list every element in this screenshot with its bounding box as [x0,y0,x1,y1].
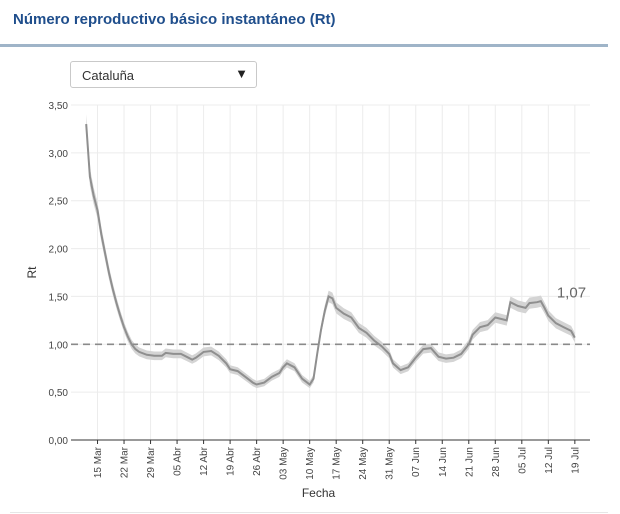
y-axis-ticks: 0,00 0,50 1,00 1,50 2,00 2,50 3,00 3,50 [49,101,69,447]
last-value-label: 1,07 [557,285,586,302]
x-tick-label: 03 May [279,447,290,480]
x-tick-label: 15 Mar [93,446,104,478]
page-title: Número reproductivo básico instantáneo (… [13,11,336,28]
x-tick-label: 17 May [332,447,343,480]
x-tick-label: 14 Jun [438,447,449,477]
y-tick-label: 1,00 [49,340,69,351]
region-select[interactable]: Cataluña ▼ [70,61,257,88]
x-tick-label: 31 May [385,447,396,480]
x-tick-label: 26 Abr [252,446,263,476]
x-tick-label: 21 Jun [464,447,475,477]
x-tick-label: 19 Jul [570,447,581,474]
x-tick-label: 12 Abr [199,446,210,476]
y-tick-label: 2,00 [49,245,69,256]
rt-series-line [85,124,576,386]
x-tick-label: 22 Mar [120,446,131,478]
y-tick-label: 3,00 [49,149,69,160]
x-tick-label: 24 May [358,447,369,480]
y-tick-label: 0,00 [49,436,69,447]
page-header: Número reproductivo básico instantáneo (… [0,0,608,47]
x-tick-label: 28 Jun [491,447,502,477]
chevron-down-icon: ▼ [235,66,248,81]
x-axis-title: Fecha [302,486,336,500]
x-tick-label: 05 Jul [517,447,528,474]
x-tick-label: 19 Abr [226,446,237,476]
chart-grid [71,104,590,441]
y-tick-label: 0,50 [49,388,69,399]
rt-confidence-band [86,114,575,389]
x-tick-label: 29 Mar [146,446,157,478]
x-tick-label: 07 Jun [411,447,422,477]
footer-divider [10,512,608,513]
x-tick-label: 10 May [305,447,316,480]
region-select-value: Cataluña [82,68,135,83]
x-tick-label: 05 Abr [173,446,184,476]
x-axis-ticks: 15 Mar 22 Mar 29 Mar 05 Abr 12 Abr 19 Abr 26 A… [93,440,581,480]
x-tick-label: 12 Jul [544,447,555,474]
y-tick-label: 3,50 [49,101,69,112]
y-axis-title: Rt [25,266,39,279]
y-tick-label: 2,50 [49,197,69,208]
y-tick-label: 1,50 [49,292,69,303]
